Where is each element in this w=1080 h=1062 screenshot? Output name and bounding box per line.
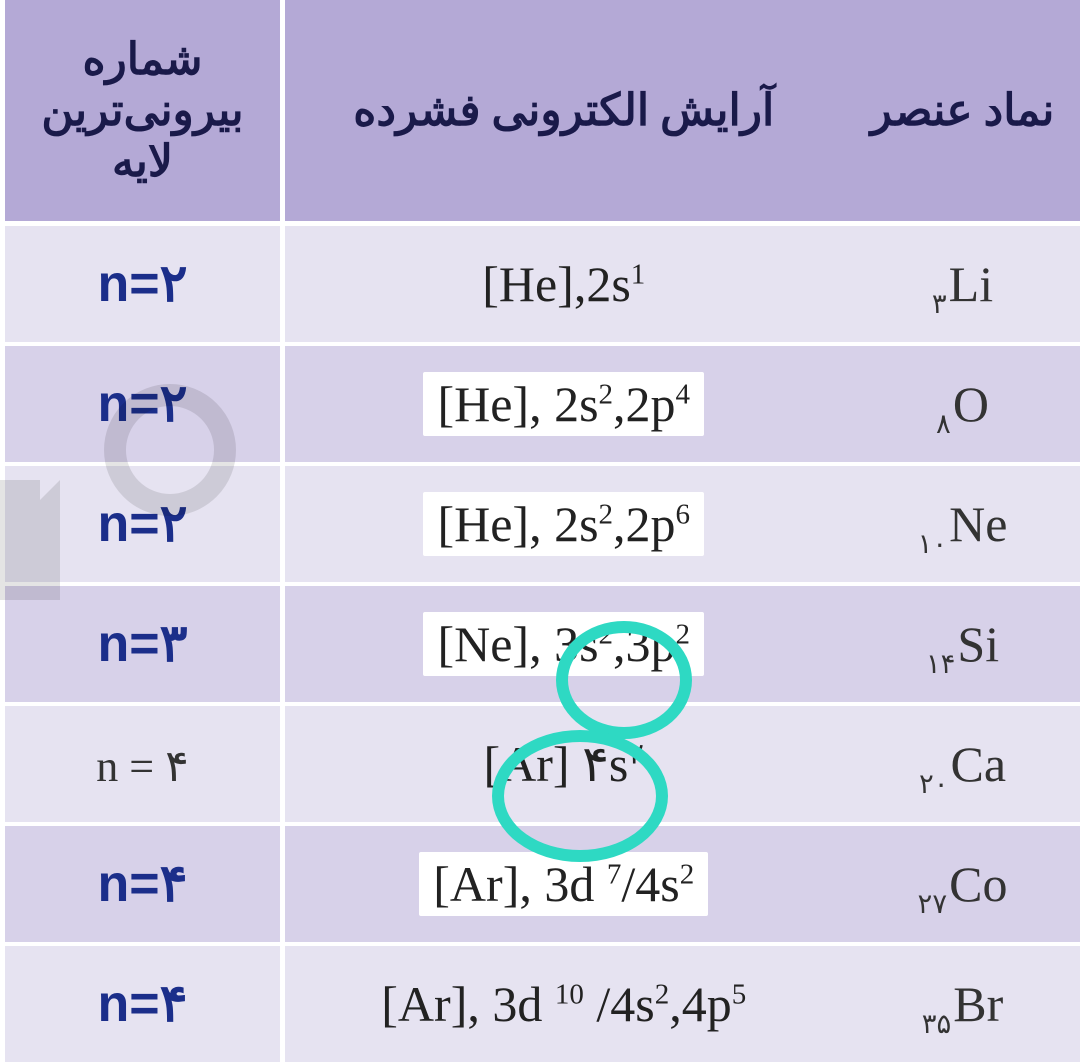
outer-shell-cell: n=۳ bbox=[3, 584, 283, 704]
symbol-cell: ۸O bbox=[843, 344, 1080, 464]
outer-shell-cell: n=۲ bbox=[3, 344, 283, 464]
table-row: n=۲[He], 2s2,2p6۱۰Ne bbox=[3, 464, 1080, 584]
header-row: شماره بیرونی‌ترین لایه آرایش الکترونی فش… bbox=[3, 0, 1080, 224]
outer-shell-cell: n=۴ bbox=[3, 944, 283, 1062]
header-symbol: نماد عنصر bbox=[843, 0, 1080, 224]
outer-shell-cell: n=۲ bbox=[3, 224, 283, 345]
electron-config-table: شماره بیرونی‌ترین لایه آرایش الکترونی فش… bbox=[0, 0, 1080, 1062]
table-row: n=۲[He],2s1۳Li bbox=[3, 224, 1080, 345]
table-row: n=۳[Ne], 3s2,3p2۱۴Si bbox=[3, 584, 1080, 704]
outer-shell-cell: n=۴ bbox=[3, 824, 283, 944]
symbol-cell: ۲۷Co bbox=[843, 824, 1080, 944]
outer-shell-cell: n=۲ bbox=[3, 464, 283, 584]
config-cell: [He], 2s2,2p4 bbox=[283, 344, 843, 464]
symbol-cell: ۱۰Ne bbox=[843, 464, 1080, 584]
config-cell: [Ar], 3d 7/4s2 bbox=[283, 824, 843, 944]
config-cell: [He],2s1 bbox=[283, 224, 843, 345]
symbol-cell: ۳Li bbox=[843, 224, 1080, 345]
symbol-cell: ۱۴Si bbox=[843, 584, 1080, 704]
table-row: n = ۴[Ar] ۴s۲۲۰Ca bbox=[3, 704, 1080, 824]
table-row: n=۲[He], 2s2,2p4۸O bbox=[3, 344, 1080, 464]
config-cell: [He], 2s2,2p6 bbox=[283, 464, 843, 584]
symbol-cell: ۲۰Ca bbox=[843, 704, 1080, 824]
config-cell: [Ne], 3s2,3p2 bbox=[283, 584, 843, 704]
config-cell: [Ar], 3d 10 /4s2,4p5 bbox=[283, 944, 843, 1062]
symbol-cell: ۳۵Br bbox=[843, 944, 1080, 1062]
config-cell: [Ar] ۴s۲ bbox=[283, 704, 843, 824]
header-config: آرایش الکترونی فشرده bbox=[283, 0, 843, 224]
table-row: n=۴[Ar], 3d 7/4s2۲۷Co bbox=[3, 824, 1080, 944]
table-row: n=۴[Ar], 3d 10 /4s2,4p5۳۵Br bbox=[3, 944, 1080, 1062]
outer-shell-cell: n = ۴ bbox=[3, 704, 283, 824]
header-outer-shell: شماره بیرونی‌ترین لایه bbox=[3, 0, 283, 224]
